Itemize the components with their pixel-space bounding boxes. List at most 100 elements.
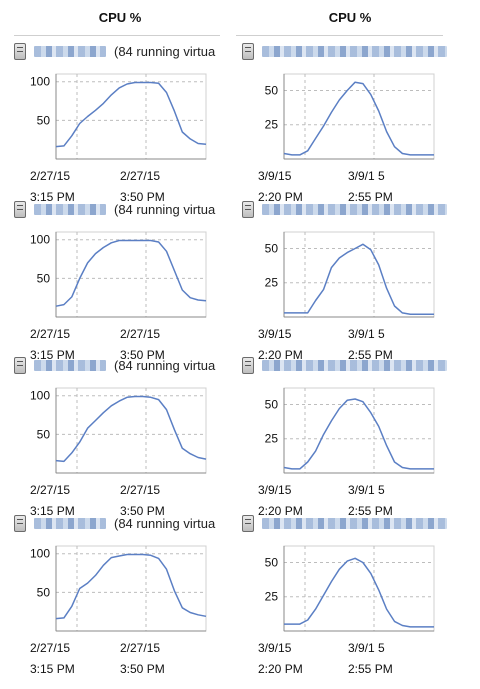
redacted-host-name: [262, 359, 447, 371]
host-row: [242, 514, 462, 532]
x-tick-date: 2/27/15: [30, 169, 71, 183]
x-tick-time: 2:20 PM: [258, 504, 303, 518]
x-tick-time: 3:50 PM: [120, 190, 165, 204]
x-tick-date: 2/27/15: [30, 641, 71, 655]
x-tick-date: 2/27/15: [120, 641, 161, 655]
server-icon: [14, 514, 26, 532]
x-tick-date: 3/9/15: [258, 641, 292, 655]
plot-frame: [55, 231, 207, 318]
x-tick-date: 2/27/15: [120, 327, 161, 341]
server-icon: [242, 42, 254, 60]
redacted-host-name: [34, 359, 106, 371]
host-row: [242, 356, 462, 374]
x-tick-date: 2/27/15: [30, 327, 71, 341]
header-divider-left: [14, 35, 220, 36]
x-tick-time: 3:15 PM: [30, 348, 75, 362]
x-tick-time: 3:50 PM: [120, 504, 165, 518]
redacted-host-name: [262, 203, 447, 215]
host-row: (84 running virtua: [14, 356, 234, 374]
x-tick-time: 2:20 PM: [258, 662, 303, 676]
y-tick-label: 50: [37, 113, 51, 127]
cpu-series-line: [283, 81, 434, 156]
x-tick-date: 2/27/15: [120, 483, 161, 497]
x-tick-time: 2:55 PM: [348, 662, 393, 676]
cpu-line-chart: 50 100: [30, 73, 207, 160]
plot-frame: [55, 387, 207, 474]
x-tick-time: 3:15 PM: [30, 662, 75, 676]
y-tick-label: 50: [265, 555, 279, 569]
cpu-series-line: [55, 553, 207, 620]
host-row: [242, 42, 462, 60]
server-icon: [14, 356, 26, 374]
host-vm-count: (84 running virtua: [114, 357, 216, 373]
cpu-chart-cell: 25 50 3/9/15 2:20 PM 3/9/1 5 2:55 PM: [242, 356, 462, 521]
plot-frame: [55, 545, 207, 632]
host-vm-count: (84 running virtua: [114, 43, 216, 59]
header-divider-right: [236, 35, 443, 36]
cpu-series-line: [55, 395, 207, 463]
cpu-line-chart: 25 50: [265, 231, 435, 318]
server-icon: [14, 200, 26, 218]
redacted-host-name: [34, 203, 106, 215]
x-tick-date: 3/9/15: [258, 169, 292, 183]
cpu-line-chart: 50 100: [30, 387, 207, 474]
plot-frame: [283, 545, 435, 632]
column-header-left: CPU %: [98, 10, 142, 25]
x-tick-time: 2:20 PM: [258, 348, 303, 362]
cpu-chart-cell: (84 running virtua 50 100 2/27/15 3:15 PM 2/2…: [14, 200, 234, 365]
x-tick-time: 3:50 PM: [120, 662, 165, 676]
x-tick-time: 3:15 PM: [30, 190, 75, 204]
cpu-line-chart: 25 50: [265, 545, 435, 632]
x-tick-time: 2:20 PM: [258, 190, 303, 204]
y-tick-label: 25: [265, 118, 279, 132]
cpu-series-line: [55, 239, 207, 307]
column-header-right: CPU %: [328, 10, 372, 25]
y-tick-label: 100: [30, 389, 50, 403]
x-tick-date: 3/9/15: [258, 327, 292, 341]
cpu-chart-cell: 25 50 3/9/15 2:20 PM 3/9/1 5 2:55 PM: [242, 200, 462, 365]
server-icon: [242, 514, 254, 532]
y-tick-label: 25: [265, 276, 279, 290]
cpu-chart-cell: 25 50 3/9/15 2:20 PM 3/9/1 5 2:55 PM: [242, 42, 462, 207]
host-row: (84 running virtua: [14, 42, 234, 60]
redacted-host-name: [262, 517, 447, 529]
cpu-chart-cell: 25 50 3/9/15 2:20 PM 3/9/1 5 2:55 PM: [242, 514, 462, 679]
cpu-series-line: [283, 398, 434, 470]
host-vm-count: (84 running virtua: [114, 201, 216, 217]
redacted-host-name: [34, 517, 106, 529]
y-tick-label: 100: [30, 547, 50, 561]
y-tick-label: 50: [37, 271, 51, 285]
redacted-host-name: [262, 45, 447, 57]
plot-frame: [283, 231, 435, 318]
cpu-series-line: [284, 557, 434, 628]
server-icon: [242, 356, 254, 374]
x-tick-time: 2:55 PM: [348, 348, 393, 362]
server-icon: [14, 42, 26, 60]
y-tick-label: 50: [37, 427, 51, 441]
plot-frame: [55, 73, 207, 160]
cpu-series-line: [284, 243, 434, 316]
y-tick-label: 25: [265, 590, 279, 604]
y-tick-label: 100: [30, 233, 50, 247]
redacted-host-name: [34, 45, 106, 57]
cpu-line-chart: 50 100: [30, 231, 207, 318]
cpu-line-chart: 25 50: [265, 387, 435, 474]
host-vm-count: (84 running virtua: [114, 515, 216, 531]
cpu-series-line: [55, 81, 207, 148]
y-tick-label: 50: [265, 83, 279, 97]
cpu-chart-cell: (84 running virtua 50 100 2/27/15 3:15 PM 2/2…: [14, 356, 234, 521]
x-tick-date: 2/27/15: [30, 483, 71, 497]
x-tick-date: 2/27/15: [120, 169, 161, 183]
x-tick-date: 3/9/1 5: [348, 641, 385, 655]
x-tick-date: 3/9/15: [258, 483, 292, 497]
server-icon: [242, 200, 254, 218]
y-tick-label: 100: [30, 75, 50, 89]
host-row: (84 running virtua: [14, 200, 234, 218]
host-row: [242, 200, 462, 218]
cpu-line-chart: 50 100: [30, 545, 207, 632]
x-tick-date: 3/9/1 5: [348, 169, 385, 183]
x-tick-time: 2:55 PM: [348, 504, 393, 518]
host-row: (84 running virtua: [14, 514, 234, 532]
x-tick-time: 3:50 PM: [120, 348, 165, 362]
cpu-chart-cell: (84 running virtua 50 100 2/27/15 3:15 PM 2/2…: [14, 514, 234, 679]
